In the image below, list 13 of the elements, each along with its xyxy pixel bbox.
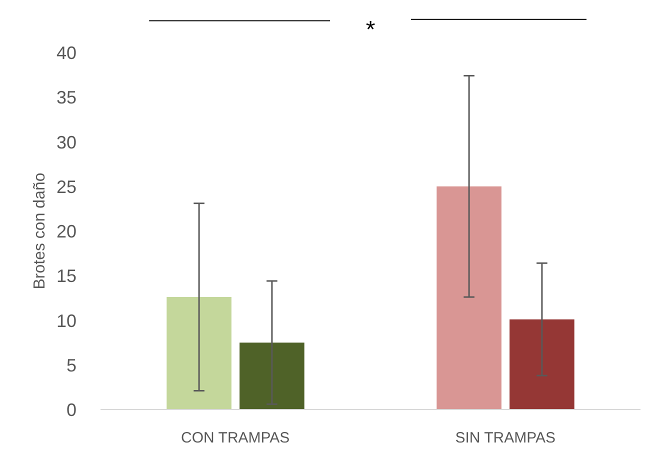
text: * [366, 16, 376, 44]
y-axis-title: Brotes con daño [31, 172, 48, 290]
y-tick-label: 5 [66, 355, 77, 376]
y-tick-label: 0 [66, 400, 77, 420]
y-tick-label: 35 [56, 88, 77, 108]
y-tick-label: 25 [56, 176, 77, 197]
y-tick-label: 10 [56, 310, 77, 331]
x-tick-label: CON TRAMPAS [181, 430, 290, 446]
y-tick-label: 15 [56, 266, 77, 286]
y-tick-label: 20 [56, 222, 77, 242]
x-tick-label: SIN TRAMPAS [455, 430, 556, 446]
y-tick-label: 40 [56, 43, 77, 63]
y-tick-label: 30 [56, 132, 77, 152]
